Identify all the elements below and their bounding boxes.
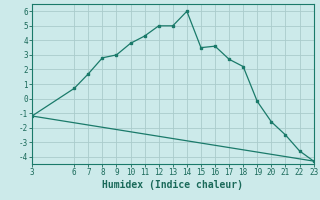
X-axis label: Humidex (Indice chaleur): Humidex (Indice chaleur) bbox=[102, 180, 243, 190]
